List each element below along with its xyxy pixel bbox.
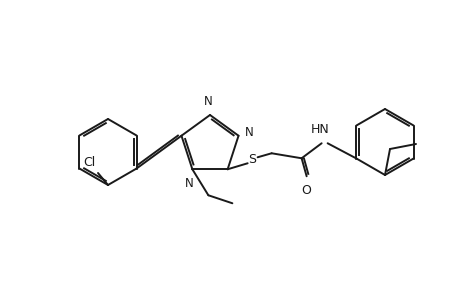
Text: N: N <box>203 95 212 108</box>
Text: O: O <box>301 184 311 197</box>
Text: Cl: Cl <box>83 155 95 169</box>
Text: S: S <box>247 153 255 166</box>
Text: HN: HN <box>309 123 328 136</box>
Text: N: N <box>244 126 253 139</box>
Text: N: N <box>185 177 193 190</box>
